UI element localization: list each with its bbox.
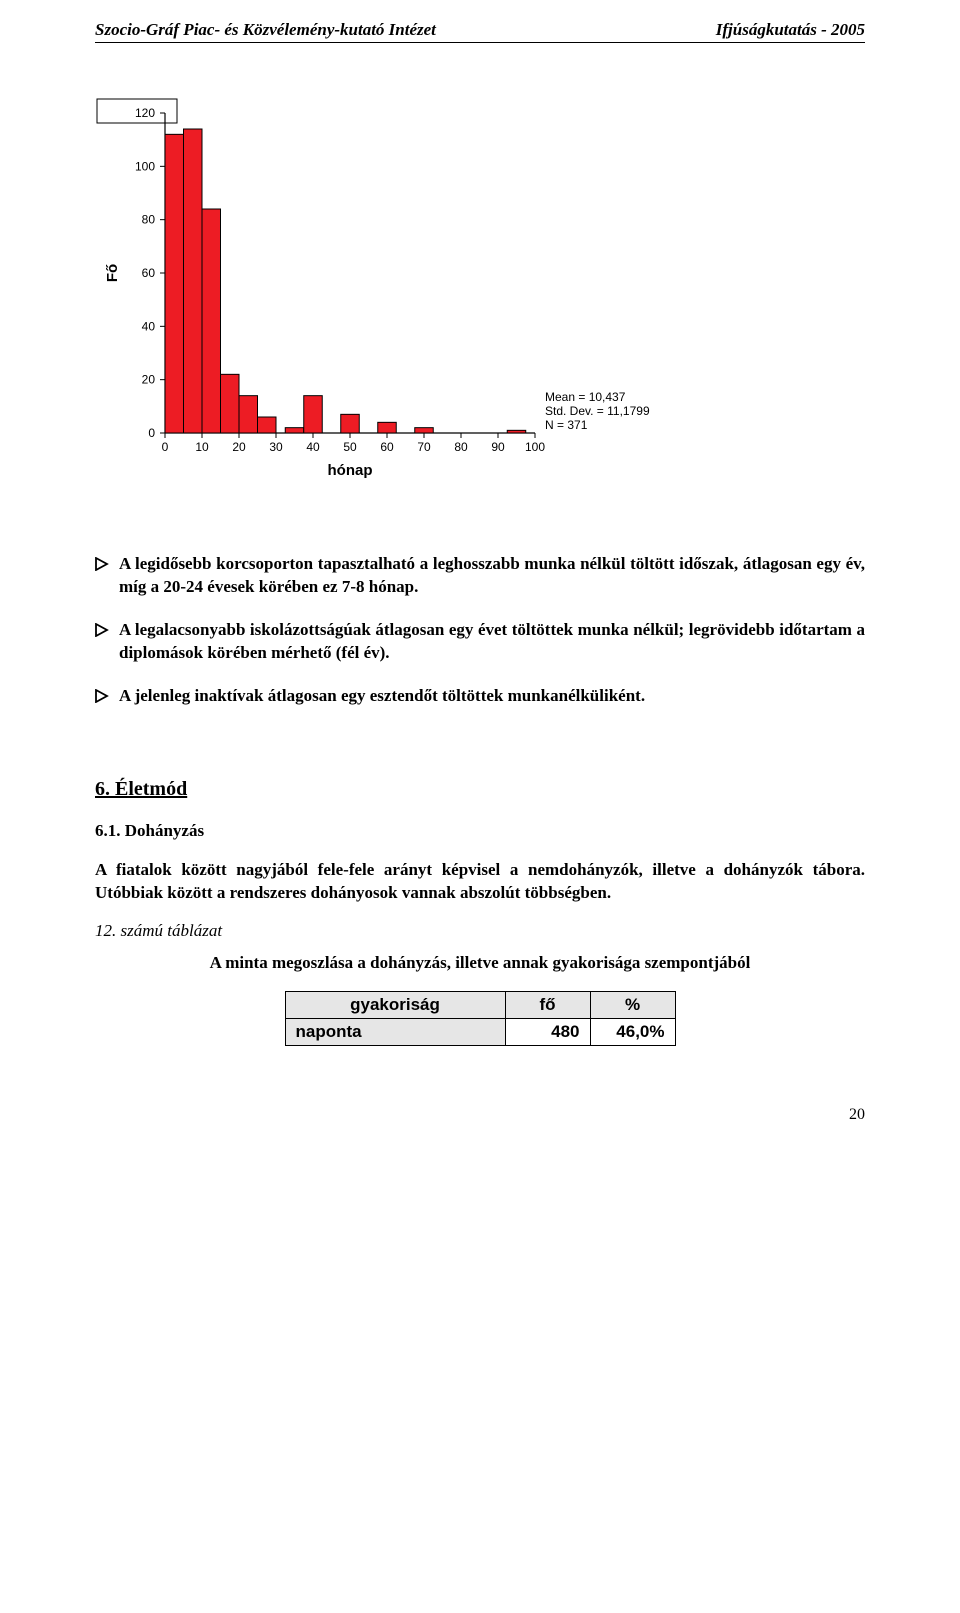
svg-text:Mean = 10,437: Mean = 10,437	[545, 390, 626, 404]
bullet-text: A legidősebb korcsoporton tapasztalható …	[119, 553, 865, 599]
page-header: Szocio-Gráf Piac- és Közvélemény-kutató …	[95, 20, 865, 43]
svg-text:Std. Dev. = 11,1799: Std. Dev. = 11,1799	[545, 404, 650, 418]
svg-text:0: 0	[162, 440, 169, 454]
bullet-item: A legidősebb korcsoporton tapasztalható …	[95, 553, 865, 599]
svg-text:90: 90	[491, 440, 505, 454]
col-pct: %	[590, 991, 675, 1018]
table-caption-number: 12. számú táblázat	[95, 921, 865, 941]
row-value-fo: 480	[505, 1018, 590, 1045]
row-value-pct: 46,0%	[590, 1018, 675, 1045]
col-gyakorisag: gyakoriság	[285, 991, 505, 1018]
row-label: naponta	[285, 1018, 505, 1045]
table-caption-title: A minta megoszlása a dohányzás, illetve …	[95, 953, 865, 973]
svg-text:40: 40	[306, 440, 320, 454]
bullet-item: A legalacsonyabb iskolázottságúak átlago…	[95, 619, 865, 665]
svg-text:N = 371: N = 371	[545, 418, 588, 432]
table-header-row: gyakoriság fő %	[285, 991, 675, 1018]
svg-text:120: 120	[135, 106, 155, 120]
svg-text:50: 50	[343, 440, 357, 454]
page-number: 20	[95, 1106, 865, 1124]
svg-text:0: 0	[148, 426, 155, 440]
svg-text:60: 60	[380, 440, 394, 454]
bullet-text: A legalacsonyabb iskolázottságúak átlago…	[119, 619, 865, 665]
histogram-chart: 0 20 40 60 80 100 120 0 10 20 30 40 50 60 70 80 90 100 hón…	[95, 93, 655, 493]
table-row: naponta 480 46,0%	[285, 1018, 675, 1045]
bullet-text: A jelenleg inaktívak átlagosan egy eszte…	[119, 685, 865, 708]
header-left: Szocio-Gráf Piac- és Közvélemény-kutató …	[95, 20, 436, 40]
svg-text:80: 80	[454, 440, 468, 454]
bullet-list: A legidősebb korcsoporton tapasztalható …	[95, 553, 865, 708]
svg-text:70: 70	[417, 440, 431, 454]
svg-text:100: 100	[135, 159, 155, 173]
col-fo: fő	[505, 991, 590, 1018]
svg-text:20: 20	[142, 373, 156, 387]
svg-text:hónap: hónap	[328, 462, 373, 479]
section-heading: 6. Életmód	[95, 778, 865, 801]
arrow-icon	[95, 557, 109, 571]
svg-text:100: 100	[525, 440, 545, 454]
bullet-item: A jelenleg inaktívak átlagosan egy eszte…	[95, 685, 865, 708]
body-paragraph: A fiatalok között nagyjából fele-fele ar…	[95, 859, 865, 905]
svg-text:60: 60	[142, 266, 156, 280]
svg-text:20: 20	[232, 440, 246, 454]
arrow-icon	[95, 689, 109, 703]
svg-text:10: 10	[195, 440, 209, 454]
svg-text:Fő: Fő	[104, 264, 121, 282]
histogram-svg: 0 20 40 60 80 100 120 0 10 20 30 40 50 60 70 80 90 100 hón…	[95, 93, 655, 493]
arrow-icon	[95, 623, 109, 637]
svg-text:30: 30	[269, 440, 283, 454]
sub-heading: 6.1. Dohányzás	[95, 821, 865, 841]
svg-text:40: 40	[142, 319, 156, 333]
svg-text:80: 80	[142, 213, 156, 227]
frequency-table: gyakoriság fő % naponta 480 46,0%	[285, 991, 676, 1046]
header-right: Ifjúságkutatás - 2005	[716, 20, 865, 40]
